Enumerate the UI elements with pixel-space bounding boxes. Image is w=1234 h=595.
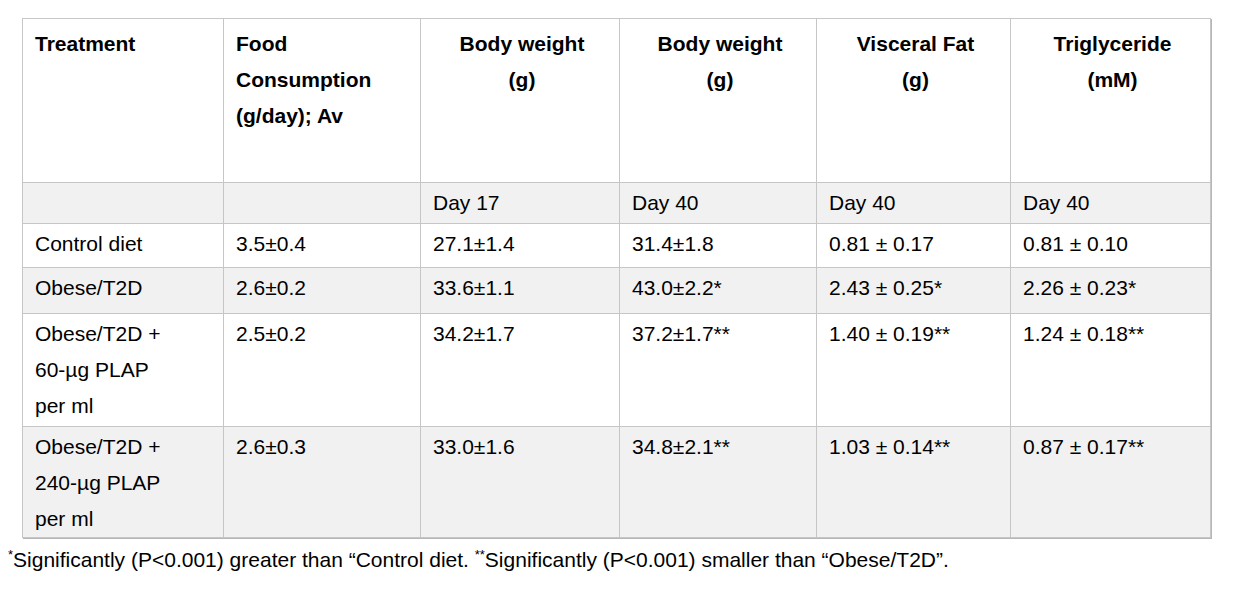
table-subheader-row: Day 17 Day 40 Day 40 Day 40 bbox=[23, 183, 1211, 224]
subheader-day-40-tg: Day 40 bbox=[1011, 183, 1211, 224]
cell-visceral-fat: 1.40 ± 0.19** bbox=[817, 314, 1011, 427]
cell-visceral-fat: 2.43 ± 0.25* bbox=[817, 268, 1011, 314]
cell-body-weight-day40: 34.8±2.1** bbox=[620, 427, 817, 538]
table-row-control-diet: Control diet 3.5±0.4 27.1±1.4 31.4±1.8 0… bbox=[23, 224, 1211, 268]
cell-food-consumption: 2.6±0.2 bbox=[224, 268, 421, 314]
cell-treatment: Obese/T2D + 60-µg PLAP per ml bbox=[23, 314, 224, 427]
cell-body-weight-day40: 43.0±2.2* bbox=[620, 268, 817, 314]
subheader-day-40-fat: Day 40 bbox=[817, 183, 1011, 224]
column-header-treatment: Treatment bbox=[23, 19, 224, 183]
cell-body-weight-day17: 33.6±1.1 bbox=[421, 268, 620, 314]
footnote: *Significantly (P<0.001) greater than “C… bbox=[8, 544, 1133, 575]
column-header-visceral-fat: Visceral Fat (g) bbox=[817, 19, 1011, 183]
cell-triglyceride: 1.24 ± 0.18** bbox=[1011, 314, 1211, 427]
table-row-obese-t2d-60ug-plap: Obese/T2D + 60-µg PLAP per ml 2.5±0.2 34… bbox=[23, 314, 1211, 427]
cell-food-consumption: 2.6±0.3 bbox=[224, 427, 421, 538]
cell-body-weight-day40: 37.2±1.7** bbox=[620, 314, 817, 427]
cell-triglyceride: 0.87 ± 0.17** bbox=[1011, 427, 1211, 538]
cell-treatment: Obese/T2D + 240-µg PLAP per ml bbox=[23, 427, 224, 538]
cell-body-weight-day17: 33.0±1.6 bbox=[421, 427, 620, 538]
cell-triglyceride: 2.26 ± 0.23* bbox=[1011, 268, 1211, 314]
footnote-text-greater: Significantly (P<0.001) greater than “Co… bbox=[13, 548, 475, 571]
cell-visceral-fat: 1.03 ± 0.14** bbox=[817, 427, 1011, 538]
column-header-body-weight-day17: Body weight (g) bbox=[421, 19, 620, 183]
table-header-row: Treatment Food Consumption (g/day); Av B… bbox=[23, 19, 1211, 183]
cell-body-weight-day40: 31.4±1.8 bbox=[620, 224, 817, 268]
subheader-day-17: Day 17 bbox=[421, 183, 620, 224]
cell-triglyceride: 0.81 ± 0.10 bbox=[1011, 224, 1211, 268]
footnote-marker-double-asterisk: ** bbox=[475, 547, 485, 562]
cell-treatment: Obese/T2D bbox=[23, 268, 224, 314]
cell-treatment: Control diet bbox=[23, 224, 224, 268]
subheader-day-40-bw: Day 40 bbox=[620, 183, 817, 224]
cell-body-weight-day17: 34.2±1.7 bbox=[421, 314, 620, 427]
cell-food-consumption: 2.5±0.2 bbox=[224, 314, 421, 427]
subheader-empty-treatment bbox=[23, 183, 224, 224]
footnote-text-smaller: Significantly (P<0.001) smaller than “Ob… bbox=[485, 548, 949, 571]
column-header-food-consumption: Food Consumption (g/day); Av bbox=[224, 19, 421, 183]
table-row-obese-t2d-240ug-plap: Obese/T2D + 240-µg PLAP per ml 2.6±0.3 3… bbox=[23, 427, 1211, 538]
subheader-empty-food bbox=[224, 183, 421, 224]
cell-food-consumption: 3.5±0.4 bbox=[224, 224, 421, 268]
table-row-obese-t2d: Obese/T2D 2.6±0.2 33.6±1.1 43.0±2.2* 2.4… bbox=[23, 268, 1211, 314]
column-header-body-weight-day40: Body weight (g) bbox=[620, 19, 817, 183]
results-table: Treatment Food Consumption (g/day); Av B… bbox=[22, 18, 1211, 538]
cell-body-weight-day17: 27.1±1.4 bbox=[421, 224, 620, 268]
document-page[interactable]: Treatment Food Consumption (g/day); Av B… bbox=[0, 18, 1234, 595]
column-header-triglyceride: Triglyceride (mM) bbox=[1011, 19, 1211, 183]
cell-visceral-fat: 0.81 ± 0.17 bbox=[817, 224, 1011, 268]
